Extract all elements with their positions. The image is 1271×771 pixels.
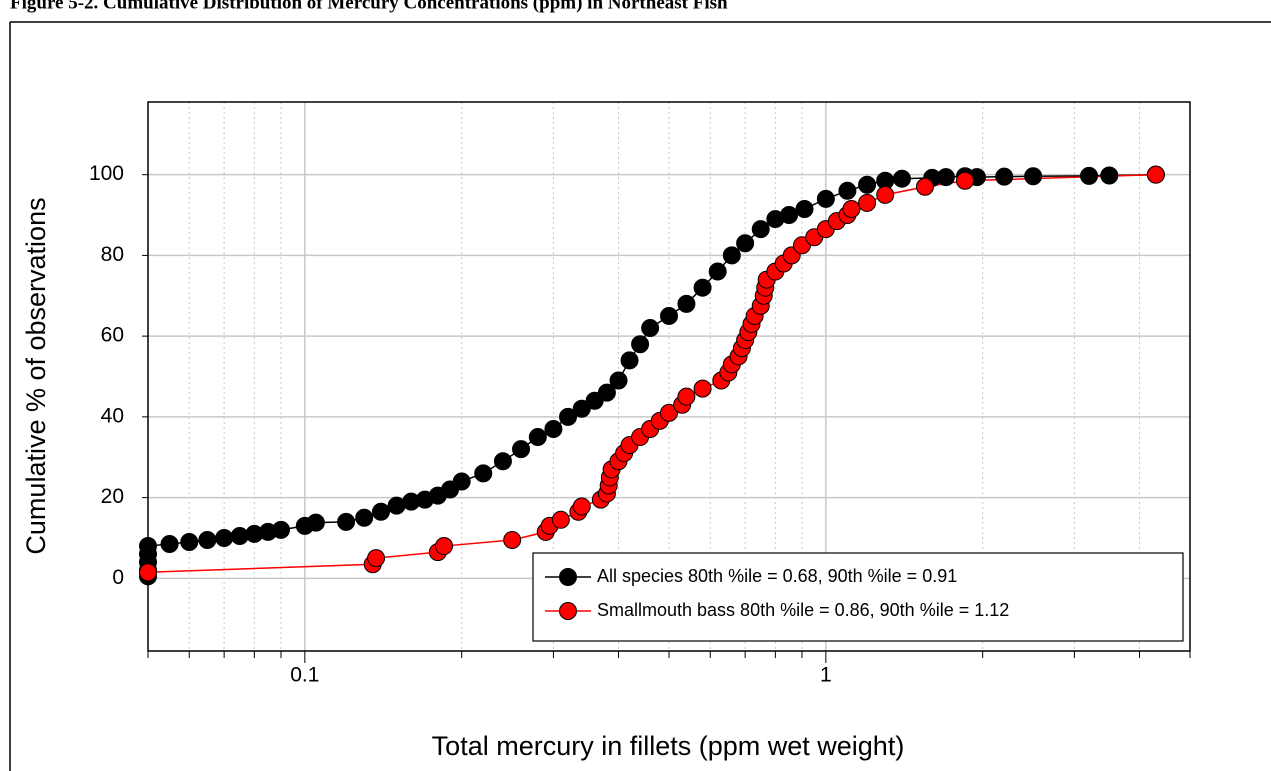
legend-marker xyxy=(559,602,577,620)
x-tick-label: 1 xyxy=(820,664,832,687)
data-point xyxy=(572,399,591,418)
y-tick-label: 80 xyxy=(101,243,124,266)
data-point xyxy=(816,189,835,208)
y-tick-label: 0 xyxy=(112,566,124,589)
data-point xyxy=(876,185,895,204)
data-point xyxy=(858,193,877,212)
data-point xyxy=(551,510,570,529)
chart-title: Figure 5-2. Cumulative Distribution of M… xyxy=(10,0,728,13)
legend-box xyxy=(532,552,1184,642)
data-point xyxy=(435,537,454,556)
data-point xyxy=(677,387,696,406)
data-point xyxy=(139,563,157,582)
y-tick-label: 40 xyxy=(101,404,124,427)
data-point xyxy=(660,306,678,325)
data-point xyxy=(337,512,356,531)
data-point xyxy=(693,278,712,297)
data-point xyxy=(915,177,934,196)
data-point xyxy=(1146,165,1165,184)
data-point xyxy=(708,262,727,281)
grid: 0.1 1 0 20 40 60 80 100 xyxy=(89,101,1191,687)
data-point xyxy=(995,167,1014,186)
data-point xyxy=(641,319,660,338)
data-point xyxy=(559,407,578,426)
y-tick-label: 100 xyxy=(89,162,124,185)
data-point xyxy=(838,181,857,200)
data-point xyxy=(544,419,563,438)
data-point xyxy=(693,379,712,398)
data-point xyxy=(677,294,696,313)
y-tick-label: 60 xyxy=(101,324,124,347)
legend: All species 80th %ile = 0.68, 90th %ile … xyxy=(532,552,1184,642)
data-point xyxy=(795,199,814,218)
legend-label: All species 80th %ile = 0.68, 90th %ile … xyxy=(597,566,957,586)
data-point xyxy=(271,520,290,539)
data-point xyxy=(620,351,639,370)
data-point xyxy=(751,220,770,239)
data-point xyxy=(528,428,547,447)
data-point xyxy=(1024,167,1043,186)
data-point xyxy=(1080,166,1099,185)
data-point xyxy=(306,513,325,532)
series-line xyxy=(147,173,1156,577)
data-point xyxy=(736,234,755,253)
data-point xyxy=(722,246,741,265)
data-point xyxy=(842,199,861,218)
legend-label: Smallmouth bass 80th %ile = 0.86, 90th %… xyxy=(597,600,1009,620)
data-point xyxy=(452,472,471,491)
series-line xyxy=(147,173,1156,574)
data-point xyxy=(1100,166,1119,185)
plot xyxy=(139,165,1165,586)
data-point xyxy=(609,371,628,390)
data-point xyxy=(631,335,650,354)
plot-frame xyxy=(147,101,1191,652)
data-point xyxy=(858,175,877,194)
data-point xyxy=(597,383,616,402)
data-point xyxy=(572,497,591,516)
x-axis-label: Total mercury in fillets (ppm wet weight… xyxy=(432,731,905,761)
data-point xyxy=(512,440,531,459)
data-point xyxy=(371,502,390,521)
data-point xyxy=(780,206,799,225)
data-point xyxy=(474,464,493,483)
data-point xyxy=(367,549,386,568)
data-point xyxy=(956,171,975,190)
data-point xyxy=(936,168,955,187)
y-tick-label: 20 xyxy=(101,485,124,508)
data-point xyxy=(493,452,512,471)
data-point xyxy=(160,535,179,554)
data-point xyxy=(892,169,911,188)
data-point xyxy=(503,530,522,549)
data-point xyxy=(139,537,157,556)
legend-marker xyxy=(559,568,577,586)
data-point xyxy=(355,508,374,527)
data-point xyxy=(215,528,234,547)
data-point xyxy=(198,530,217,549)
data-point xyxy=(180,533,199,552)
y-axis-label: Cumulative % of observations xyxy=(21,197,51,554)
data-point xyxy=(660,403,678,422)
x-tick-label: 0.1 xyxy=(290,664,319,687)
